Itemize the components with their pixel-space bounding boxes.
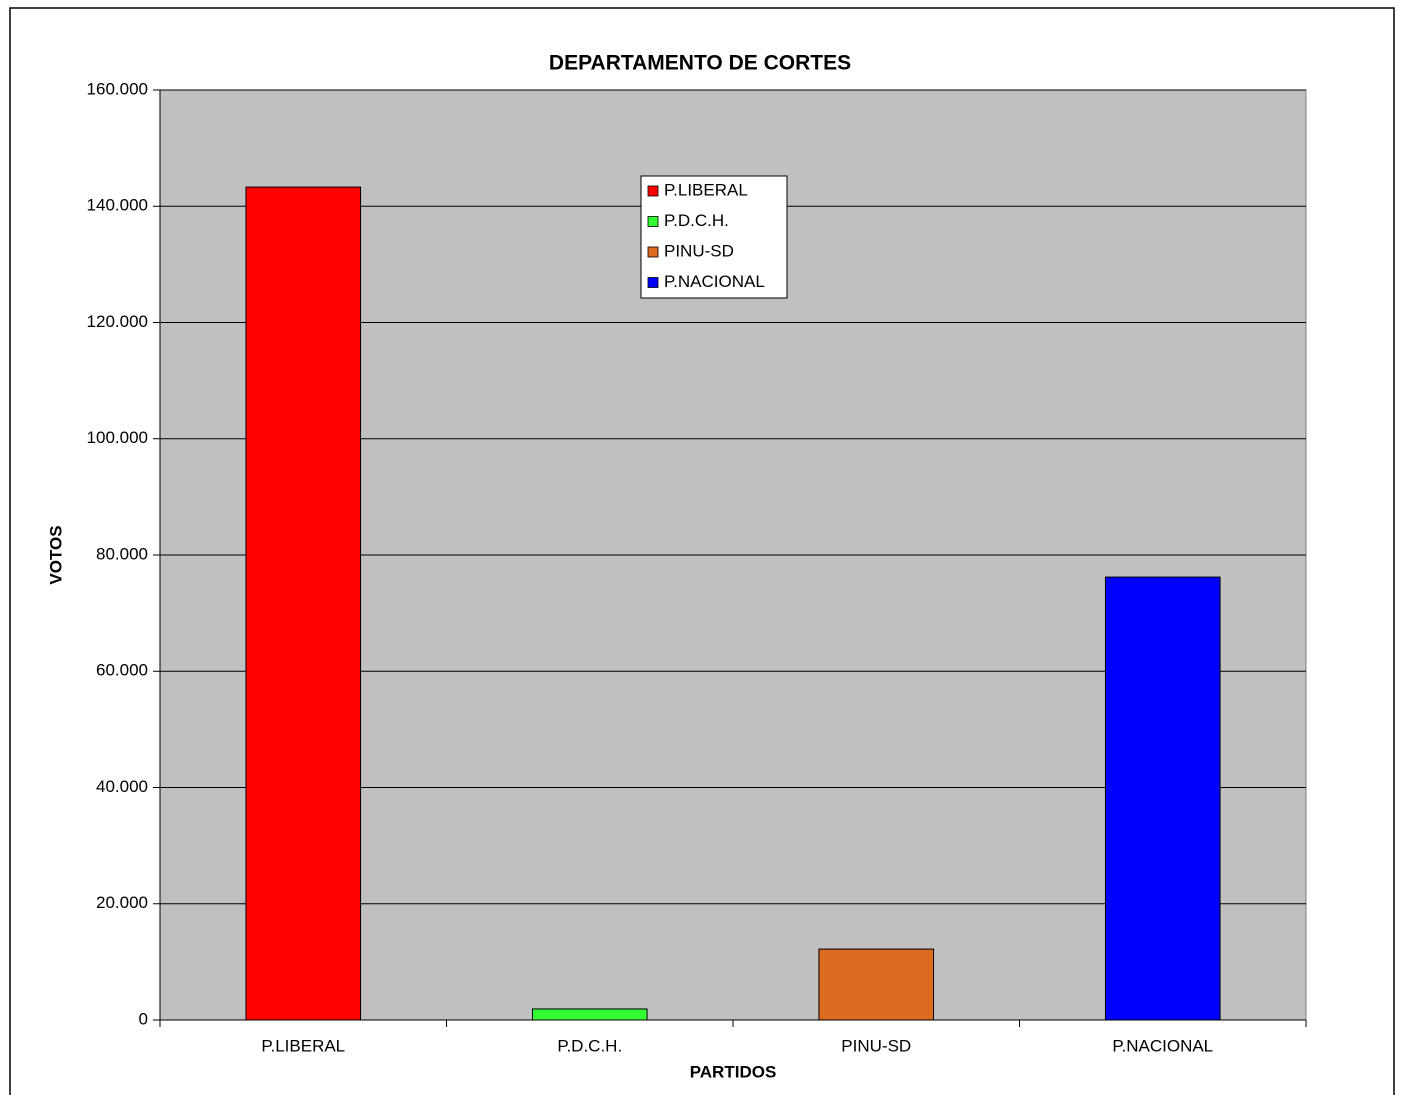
bar [531, 1008, 648, 1021]
y-axis-title: VOTOS [46, 525, 65, 584]
legend-swatch [647, 216, 659, 227]
legend-swatch [647, 246, 659, 258]
legend-swatch [647, 277, 659, 288]
x-tick-label: P.NACIONAL [1112, 1036, 1213, 1055]
legend-box [640, 175, 788, 299]
x-tick-label: P.LIBERAL [261, 1036, 345, 1055]
bar [818, 948, 935, 1021]
x-tick-label: PINU-SD [841, 1036, 911, 1055]
y-tick-label: 60.000 [96, 661, 148, 680]
x-axis-title: PARTIDOS [690, 1062, 777, 1081]
y-tick-label: 120.000 [87, 312, 148, 331]
legend-label: P.D.C.H. [664, 211, 729, 230]
legend-label: P.NACIONAL [664, 272, 765, 291]
y-tick-label: 160.000 [87, 79, 148, 98]
y-tick-label: 140.000 [87, 196, 148, 215]
y-tick-label: 100.000 [87, 428, 148, 447]
legend-label: P.LIBERAL [664, 180, 748, 199]
x-tick-label: P.D.C.H. [557, 1036, 622, 1055]
bar [245, 186, 362, 1021]
y-tick-label: 0 [139, 1009, 148, 1028]
bar [1104, 576, 1221, 1021]
legend-label: PINU-SD [664, 241, 734, 260]
chart-title: DEPARTAMENTO DE CORTES [549, 52, 851, 75]
y-tick-label: 20.000 [96, 893, 148, 912]
y-tick-label: 80.000 [96, 544, 148, 563]
legend-swatch [647, 185, 659, 197]
y-tick-label: 40.000 [96, 777, 148, 796]
